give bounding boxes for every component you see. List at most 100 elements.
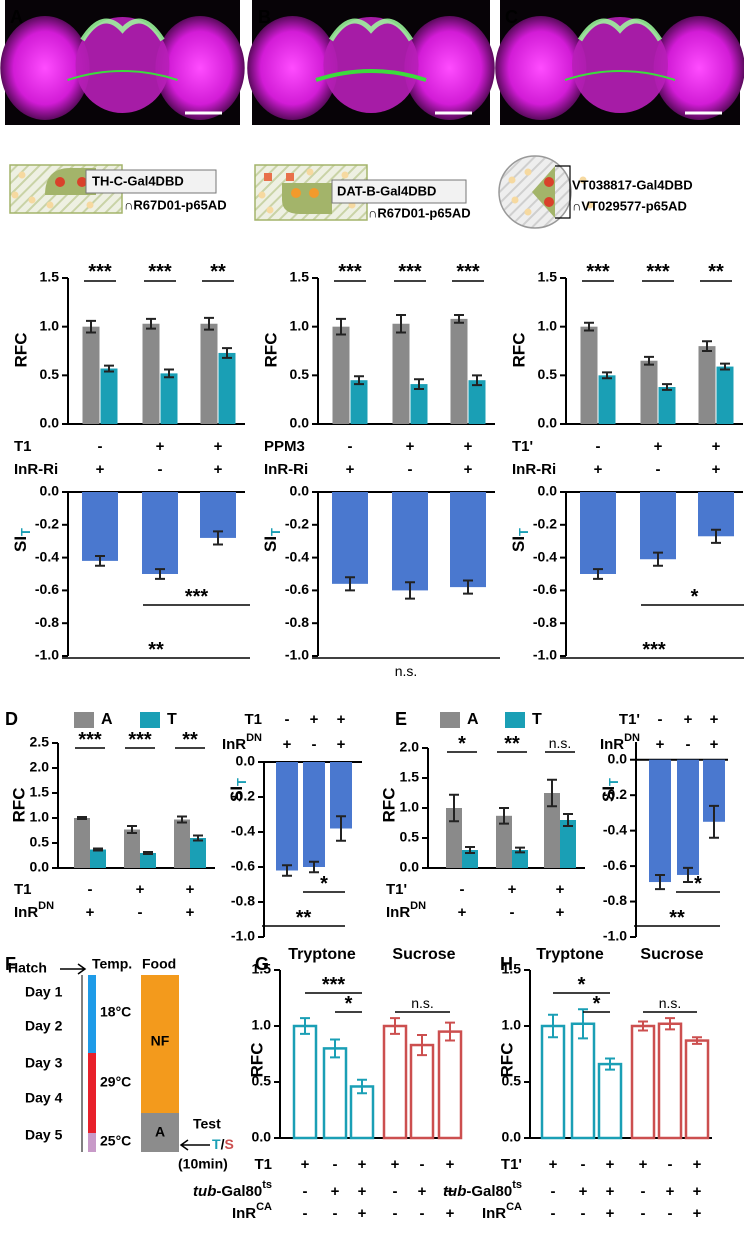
y-tick-label: 0.0 [290,415,310,431]
y-tick-label: 0.5 [502,1073,522,1089]
genotype-label: T1 [254,1156,272,1173]
bar [82,326,100,424]
error-bar [563,813,573,827]
bar [330,762,352,829]
bar [496,815,512,868]
bar [560,820,576,868]
temp-block [88,1053,96,1133]
legend-label: T [167,711,177,728]
genotype-value: - [393,1183,398,1200]
y-tick-label: 1.0 [502,1017,522,1033]
bar [580,492,616,574]
bar [303,762,325,867]
genotype-value: + [214,438,223,455]
bar [658,387,676,424]
y-axis-label-sub: T [234,778,249,786]
bar [142,323,160,424]
error-bar [454,313,464,324]
bar [200,323,218,424]
temperature: 25°C [100,1133,131,1149]
panel-label: B [258,7,271,27]
bar [190,838,206,868]
brain-image [495,0,744,125]
bar [544,793,560,868]
y-tick-label: 1.5 [290,269,310,285]
genotype-value: - [641,1183,646,1200]
genotype-label-text: InR [222,736,246,753]
y-axis-label: RFC [11,333,30,368]
y-tick-label: -0.6 [35,581,59,597]
genotype-value: + [446,1183,455,1200]
error-bar [515,846,525,854]
legend-swatch [140,712,160,728]
day-label: Day 4 [25,1090,63,1106]
significance-label: * [578,974,586,996]
overlap-region [282,183,332,214]
y-tick-label: 1.0 [40,317,60,333]
genotype-label: T1 [14,881,32,898]
y-tick-label: -1.0 [35,647,59,663]
panel-label: A [10,7,23,27]
bar [716,366,734,424]
bar [640,492,676,560]
bar [409,1043,435,1140]
neuron-dot [264,173,272,181]
day-label: Day 5 [25,1127,63,1143]
significance-label: ** [210,261,226,283]
optic-lobe [495,16,587,120]
error-bar [77,816,87,820]
construct-dbd: DAT-B-Gal4DBD [337,183,436,198]
neuron-signal [328,18,414,42]
bar-chart: 0.0 0.5 1.0 1.5 RFC Tryptone Sucrose * * n.s. T1' +… [443,946,712,1222]
brain-image [0,0,245,125]
genotype-value: - [668,1205,673,1222]
brain-image [247,0,495,125]
y-tick-label: -0.6 [285,581,309,597]
genotype-label-sup: CA [256,1201,272,1213]
bar [703,759,725,822]
genotype-label: T1' [501,1156,522,1173]
bar [649,759,671,883]
significance-label: *** [88,261,112,283]
legend-label: Tryptone [536,946,604,963]
panel-label: C [505,7,518,27]
error-bar [683,866,693,884]
error-bar [155,568,165,580]
bar [392,492,428,591]
y-tick-label: -0.2 [285,516,309,532]
y-tick-label: 0.0 [400,859,420,875]
genotype-value: + [606,1205,615,1222]
y-tick-label: 0.0 [40,483,60,499]
neuron-dot [77,177,87,187]
genotype-value: - [420,1205,425,1222]
bar [570,1022,596,1140]
y-axis-label-sub: T [18,528,33,536]
error-bar [354,375,364,386]
significance-label: * [320,873,328,895]
genotype-label-italic: tub [193,1183,216,1200]
optic-lobe [247,16,338,120]
error-bar [336,317,346,336]
genotype-value: - [408,461,413,478]
neuron-dot [291,188,301,198]
y-tick-label: 0.0 [290,483,310,499]
y-tick-label: -0.8 [603,892,627,908]
error-bar [548,1013,558,1039]
neuron-dot [55,177,65,187]
y-tick-label: 0.0 [538,415,558,431]
y-axis-label-sub: T [516,528,531,536]
y-axis-label-text: SI [227,786,246,802]
error-bar [638,1020,648,1032]
error-bar [472,374,482,387]
day-label: Day 2 [25,1018,63,1034]
legend-swatch [74,712,94,728]
genotype-value: + [684,711,693,728]
genotype-label-text: InR [14,904,38,921]
y-tick-label: 0.5 [40,366,60,382]
central-brain [75,17,170,113]
test-option: S [224,1136,233,1152]
y-tick-label: -1.0 [285,647,309,663]
